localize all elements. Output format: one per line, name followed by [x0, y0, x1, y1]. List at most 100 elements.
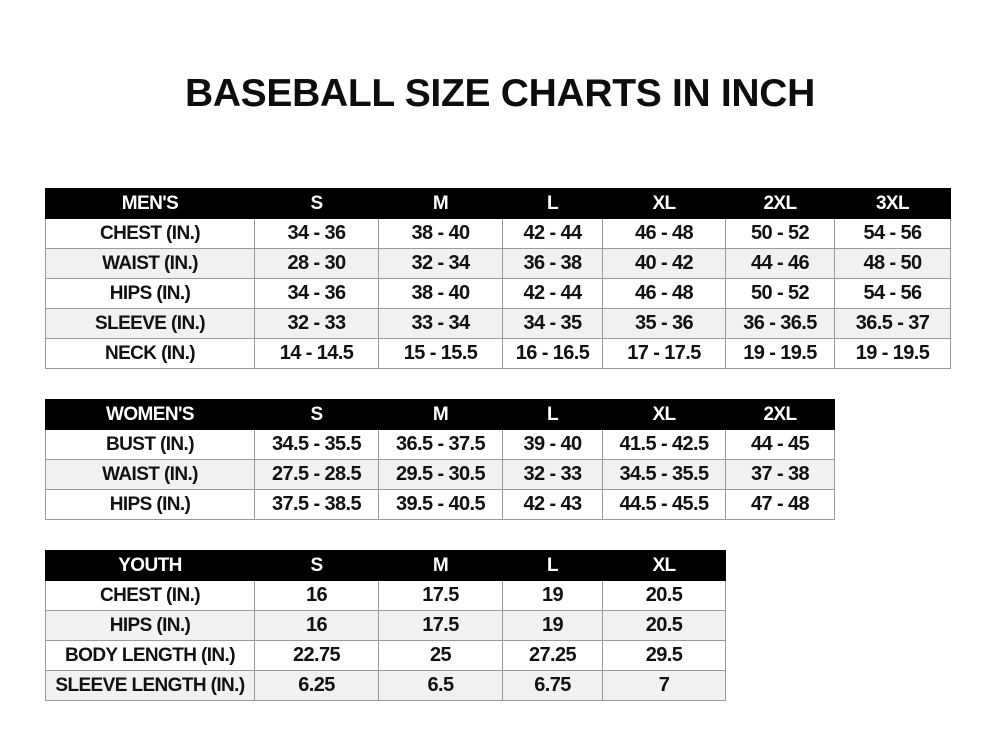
size-value: 34 - 36: [254, 278, 379, 309]
size-value: 15 - 15.5: [378, 338, 503, 369]
size-value: 19: [502, 610, 603, 641]
size-value: 14 - 14.5: [254, 338, 379, 369]
size-value: 46 - 48: [602, 218, 726, 249]
table-row: HIPS (IN.) 34 - 36 38 - 40 42 - 44 46 - 48 50…: [45, 278, 951, 309]
size-value: 17.5: [378, 580, 503, 611]
size-value: 41.5 - 42.5: [602, 429, 726, 460]
table-row: SLEEVE LENGTH (IN.) 6.25 6.5 6.75 7: [45, 670, 726, 701]
size-value: 22.75: [254, 640, 379, 671]
womens-size-table: WOMEN'S S M L XL 2XL BUST (IN.) 34.5 - 35.5 36.5…: [45, 399, 835, 520]
size-value: 19 - 19.5: [834, 338, 951, 369]
size-value: 20.5: [602, 610, 726, 641]
page-title: BASEBALL SIZE CHARTS IN INCH: [184, 72, 816, 115]
table-row: CHEST (IN.) 34 - 36 38 - 40 42 - 44 46 - 48 5…: [45, 218, 951, 249]
size-value: 36.5 - 37.5: [378, 429, 503, 460]
youth-size-table: YOUTH S M L XL CHEST (IN.) 16 17.5 19 20.5 HIPS (I…: [45, 550, 726, 701]
size-value: 32 - 33: [254, 308, 379, 339]
size-value: 39 - 40: [502, 429, 603, 460]
size-value: 39.5 - 40.5: [378, 489, 503, 520]
table-row: BUST (IN.) 34.5 - 35.5 36.5 - 37.5 39 - 40 4…: [45, 429, 835, 460]
table-row: NECK (IN.) 14 - 14.5 15 - 15.5 16 - 16.5 17 …: [45, 338, 951, 369]
size-value: 46 - 48: [602, 278, 726, 309]
category-header: MEN'S: [45, 188, 255, 219]
table-row: CHEST (IN.) 16 17.5 19 20.5: [45, 580, 726, 611]
size-header: 2XL: [725, 399, 835, 430]
size-value: 6.5: [378, 670, 503, 701]
size-value: 34 - 35: [502, 308, 603, 339]
measurement-label: SLEEVE LENGTH (IN.): [45, 670, 255, 701]
table-row: HIPS (IN.) 16 17.5 19 20.5: [45, 610, 726, 641]
size-value: 34.5 - 35.5: [602, 459, 726, 490]
size-value: 6.25: [254, 670, 379, 701]
size-value: 54 - 56: [834, 218, 951, 249]
header-row: WOMEN'S S M L XL 2XL: [45, 399, 835, 430]
size-value: 29.5: [602, 640, 726, 671]
size-header: M: [378, 550, 503, 581]
mens-size-table: MEN'S S M L XL 2XL 3XL CHEST (IN.) 34 - 36 38 - 4…: [45, 188, 951, 369]
measurement-label: CHEST (IN.): [45, 218, 255, 249]
size-value: 32 - 33: [502, 459, 603, 490]
size-value: 27.25: [502, 640, 603, 671]
size-value: 33 - 34: [378, 308, 503, 339]
size-header: S: [254, 188, 379, 219]
measurement-label: WAIST (IN.): [45, 248, 255, 279]
size-value: 38 - 40: [378, 278, 503, 309]
size-value: 47 - 48: [725, 489, 835, 520]
size-value: 44.5 - 45.5: [602, 489, 726, 520]
size-header: L: [502, 188, 603, 219]
size-value: 35 - 36: [602, 308, 726, 339]
measurement-label: SLEEVE (IN.): [45, 308, 255, 339]
size-value: 40 - 42: [602, 248, 726, 279]
size-header: XL: [602, 550, 726, 581]
size-value: 36.5 - 37: [834, 308, 951, 339]
measurement-label: WAIST (IN.): [45, 459, 255, 490]
size-value: 44 - 45: [725, 429, 835, 460]
size-value: 36 - 36.5: [725, 308, 835, 339]
table-row: WAIST (IN.) 27.5 - 28.5 29.5 - 30.5 32 - 33…: [45, 459, 835, 490]
size-value: 54 - 56: [834, 278, 951, 309]
size-value: 29.5 - 30.5: [378, 459, 503, 490]
size-value: 17 - 17.5: [602, 338, 726, 369]
header-row: MEN'S S M L XL 2XL 3XL: [45, 188, 951, 219]
size-value: 37 - 38: [725, 459, 835, 490]
size-value: 50 - 52: [725, 218, 835, 249]
size-header: 3XL: [834, 188, 951, 219]
size-header: L: [502, 550, 603, 581]
size-value: 20.5: [602, 580, 726, 611]
size-value: 42 - 43: [502, 489, 603, 520]
category-header: WOMEN'S: [45, 399, 255, 430]
measurement-label: BODY LENGTH (IN.): [45, 640, 255, 671]
measurement-label: NECK (IN.): [45, 338, 255, 369]
size-value: 42 - 44: [502, 278, 603, 309]
category-header: YOUTH: [45, 550, 255, 581]
size-header: 2XL: [725, 188, 835, 219]
size-header: S: [254, 550, 379, 581]
size-header: M: [378, 399, 503, 430]
size-value: 42 - 44: [502, 218, 603, 249]
size-value: 17.5: [378, 610, 503, 641]
size-value: 19: [502, 580, 603, 611]
measurement-label: HIPS (IN.): [45, 278, 255, 309]
size-value: 16 - 16.5: [502, 338, 603, 369]
table-row: WAIST (IN.) 28 - 30 32 - 34 36 - 38 40 - 42 4…: [45, 248, 951, 279]
size-value: 48 - 50: [834, 248, 951, 279]
size-value: 32 - 34: [378, 248, 503, 279]
size-value: 50 - 52: [725, 278, 835, 309]
size-header: XL: [602, 399, 726, 430]
size-value: 16: [254, 580, 379, 611]
measurement-label: CHEST (IN.): [45, 580, 255, 611]
size-header: M: [378, 188, 503, 219]
size-value: 34 - 36: [254, 218, 379, 249]
size-value: 34.5 - 35.5: [254, 429, 379, 460]
size-value: 37.5 - 38.5: [254, 489, 379, 520]
measurement-label: BUST (IN.): [45, 429, 255, 460]
size-value: 38 - 40: [378, 218, 503, 249]
size-value: 28 - 30: [254, 248, 379, 279]
table-row: HIPS (IN.) 37.5 - 38.5 39.5 - 40.5 42 - 43 4…: [45, 489, 835, 520]
measurement-label: HIPS (IN.): [45, 610, 255, 641]
size-header: XL: [602, 188, 726, 219]
size-value: 6.75: [502, 670, 603, 701]
size-value: 27.5 - 28.5: [254, 459, 379, 490]
size-value: 36 - 38: [502, 248, 603, 279]
size-value: 25: [378, 640, 503, 671]
